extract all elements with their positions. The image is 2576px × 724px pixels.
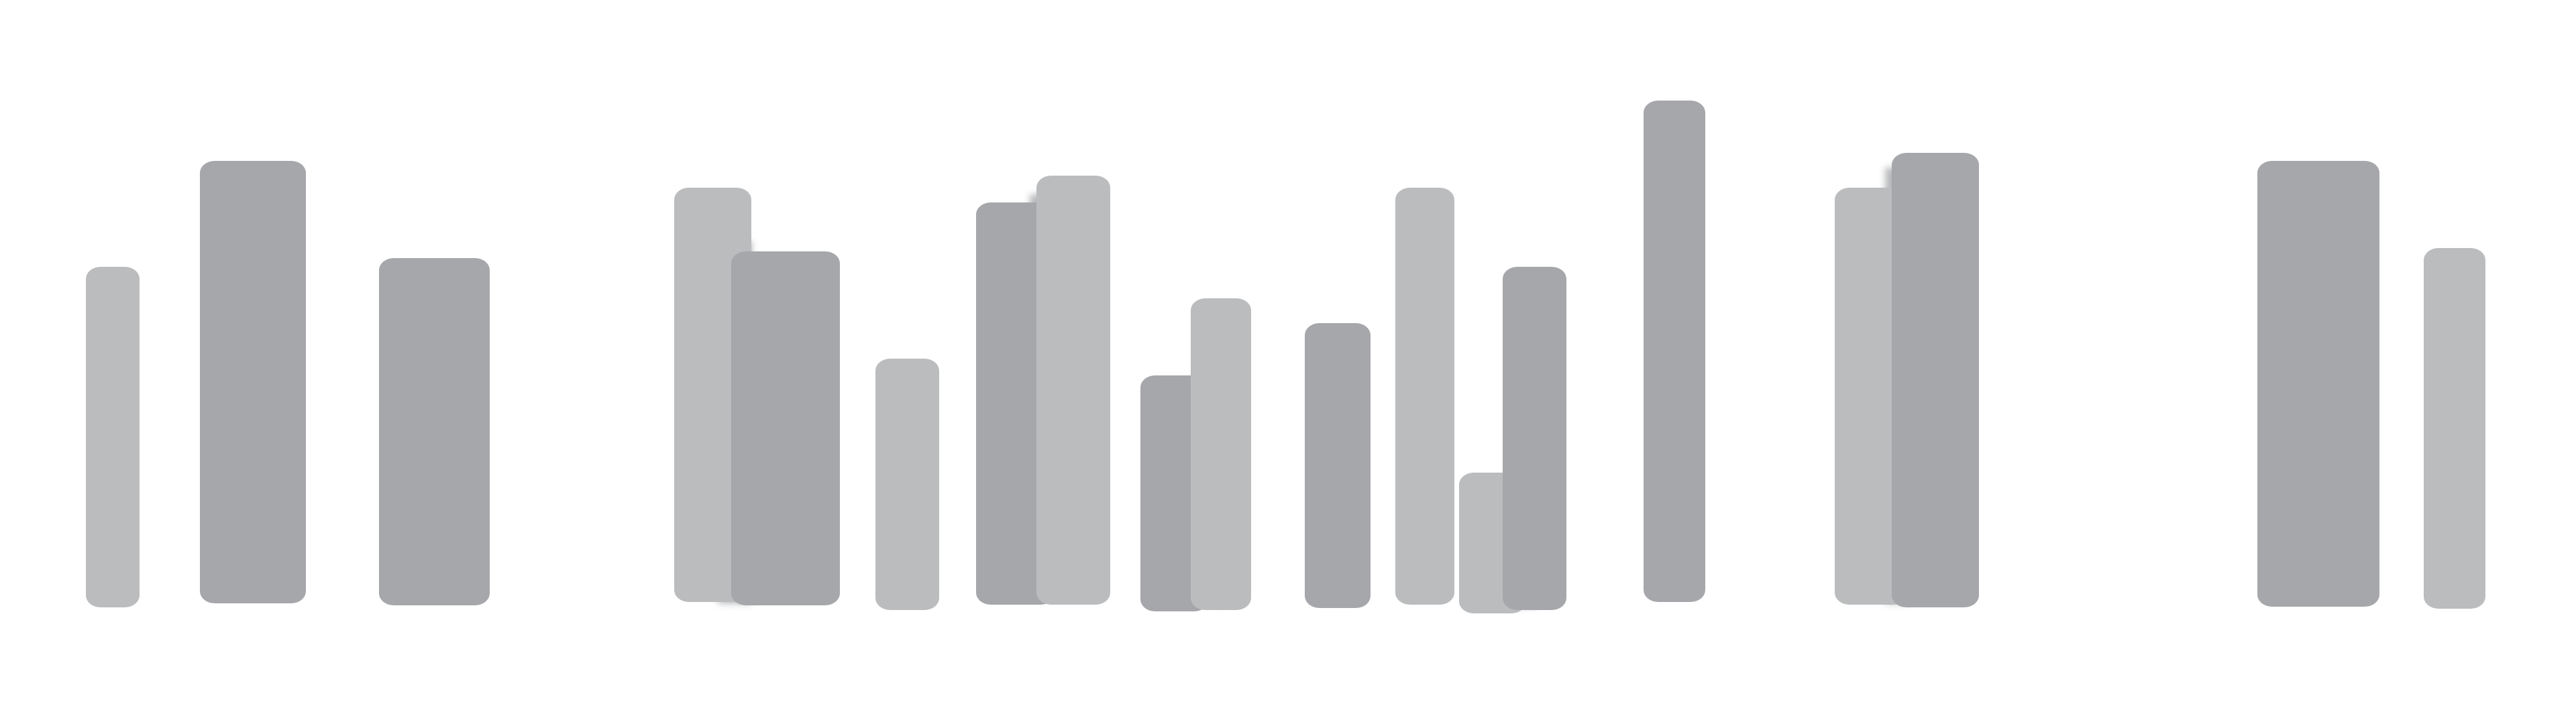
light-gray-bar — [1036, 176, 1110, 605]
dark-gray-bar — [200, 161, 306, 603]
dark-gray-bar — [1892, 153, 1979, 607]
dark-gray-bar — [731, 251, 840, 605]
dark-gray-bar — [1305, 323, 1371, 608]
light-gray-bar — [1395, 188, 1454, 605]
light-gray-bar — [875, 359, 939, 610]
dark-gray-bar — [1503, 267, 1566, 610]
dark-gray-bar — [1644, 101, 1705, 602]
dark-gray-bar — [379, 258, 490, 605]
light-gray-bar — [1191, 298, 1251, 610]
light-gray-bar — [2424, 248, 2485, 609]
light-gray-bar — [86, 267, 140, 607]
dark-gray-bar — [2257, 161, 2379, 607]
